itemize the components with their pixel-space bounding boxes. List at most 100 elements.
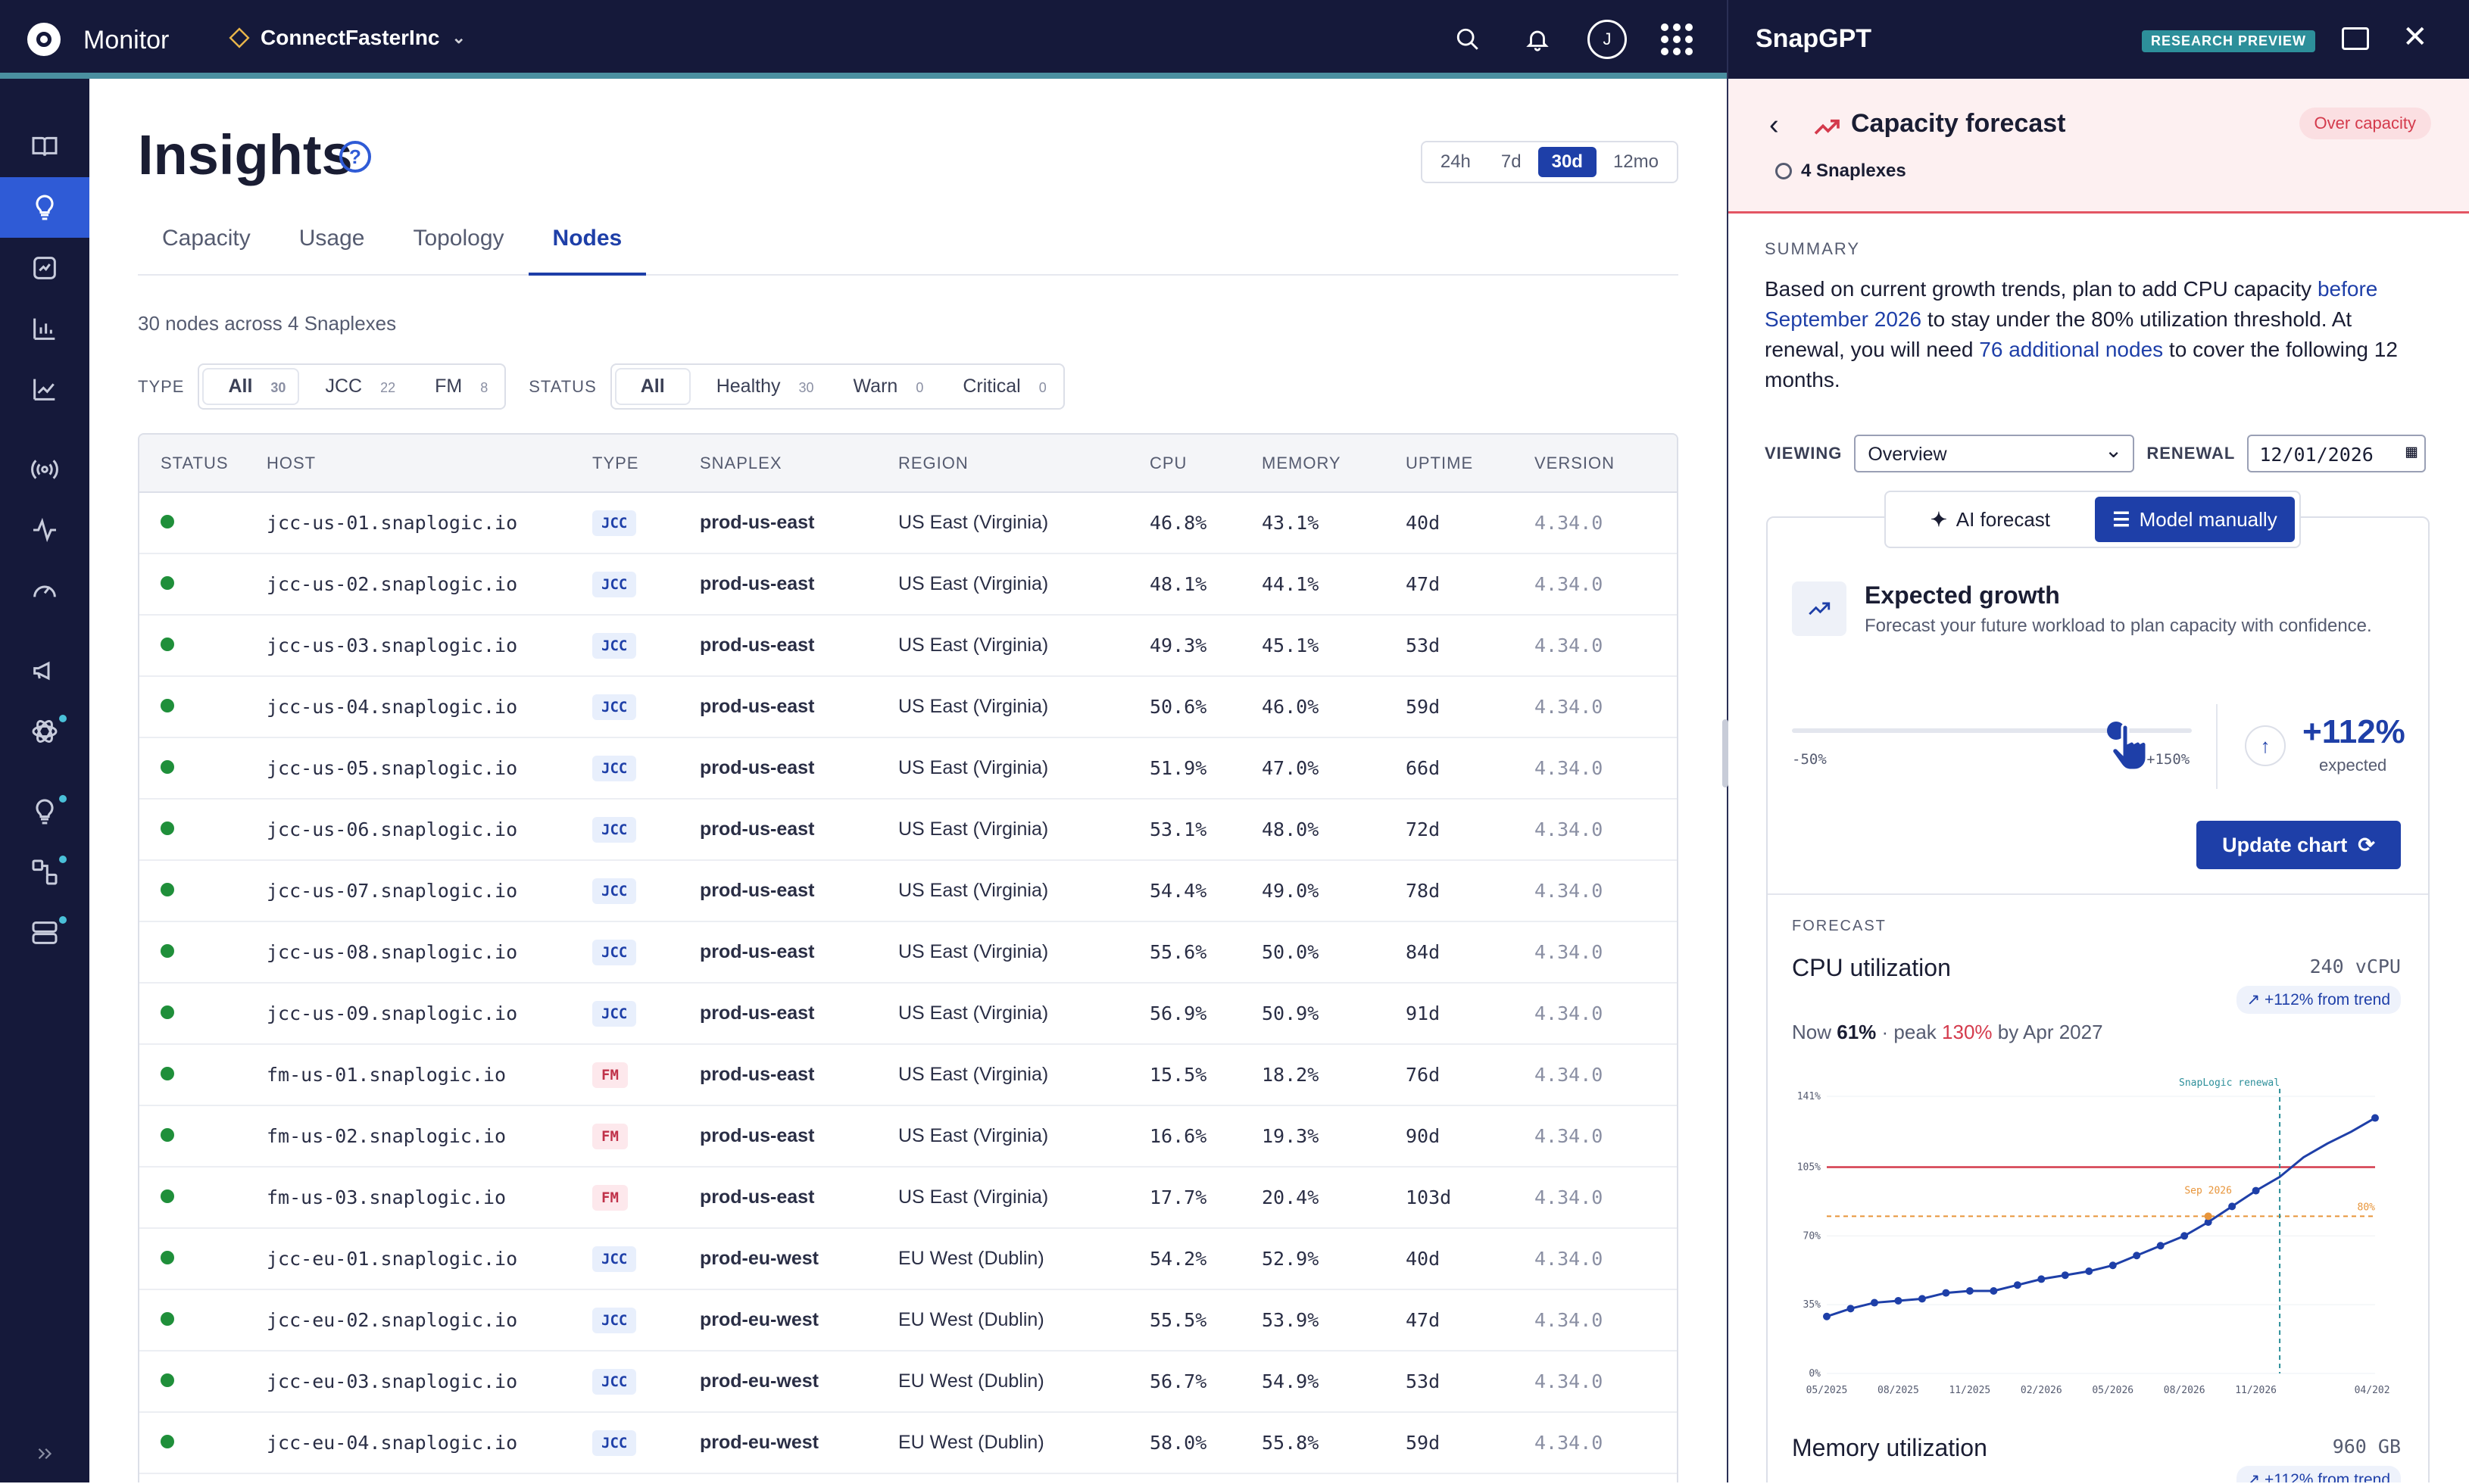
region-cell: EU West (Dublin) <box>898 1228 1150 1290</box>
activity-icon[interactable] <box>0 500 89 560</box>
column-header-cpu[interactable]: CPU <box>1150 435 1262 493</box>
panel-title: SnapGPT <box>1756 24 1872 53</box>
book-icon[interactable] <box>0 117 89 177</box>
megaphone-icon[interactable] <box>0 641 89 701</box>
type-filter-all[interactable]: All 30 <box>204 369 298 404</box>
uptime-cell: 59d <box>1406 676 1534 738</box>
column-header-snaplex[interactable]: SNAPLEX <box>700 435 898 493</box>
memory-cell: 55.8% <box>1262 1412 1406 1474</box>
summary-highlight-nodes[interactable]: 76 additional nodes <box>1979 338 2164 361</box>
status-filter-healthy[interactable]: Healthy 30 <box>716 376 814 397</box>
broadcast-icon[interactable] <box>0 439 89 500</box>
back-icon[interactable]: ‹ <box>1769 109 1779 141</box>
table-row[interactable]: jcc-us-05.snaplogic.io JCC prod-us-east US … <box>139 737 1677 800</box>
table-row[interactable]: jcc-us-07.snaplogic.io JCC prod-us-east US … <box>139 860 1677 922</box>
region-cell: US East (Virginia) <box>898 1167 1150 1229</box>
column-header-type[interactable]: TYPE <box>592 435 700 493</box>
table-row[interactable]: jcc-eu-02.snaplogic.io JCC prod-eu-west EU … <box>139 1289 1677 1352</box>
bar-chart-icon[interactable] <box>0 298 89 359</box>
column-header-host[interactable]: HOST <box>267 435 592 493</box>
table-row[interactable]: jcc-us-01.snaplogic.io JCC prod-us-east US … <box>139 492 1677 554</box>
type-filter-jcc[interactable]: JCC 22 <box>325 376 396 397</box>
range-12mo[interactable]: 12mo <box>1612 151 1659 172</box>
data-point <box>2204 1218 2212 1227</box>
avatar[interactable]: J <box>1587 20 1627 59</box>
type-badge: JCC <box>592 816 637 843</box>
x-tick-label: 08/2026 <box>2164 1385 2205 1396</box>
app-grid-icon[interactable] <box>1657 20 1696 59</box>
snaplex-cell: prod-us-east <box>700 492 898 554</box>
org-switcher[interactable]: ConnectFasterInc ⌄ <box>229 26 466 50</box>
search-icon[interactable] <box>1448 20 1487 59</box>
column-header-memory[interactable]: MEMORY <box>1262 435 1406 493</box>
table-row[interactable]: jcc-eu-03.snaplogic.io JCC prod-eu-west EU … <box>139 1351 1677 1413</box>
close-icon[interactable]: ✕ <box>2402 20 2428 54</box>
table-row[interactable]: fm-us-02.snaplogic.io FM prod-us-east US Ea… <box>139 1105 1677 1168</box>
table-row[interactable]: jcc-eu-04.snaplogic.io JCC prod-eu-west EU … <box>139 1412 1677 1474</box>
tab-capacity[interactable]: Capacity <box>162 226 251 251</box>
type-filter-fm[interactable]: FM 8 <box>435 376 488 397</box>
ai-forecast-button[interactable]: ✦ AI forecast <box>1930 507 2051 531</box>
status-filter-warn[interactable]: Warn 0 <box>853 376 924 397</box>
table-row[interactable]: jcc-eu-01.snaplogic.io JCC prod-eu-west EU … <box>139 1228 1677 1290</box>
memory-cell: 45.1% <box>1262 615 1406 677</box>
table-row[interactable]: jcc-us-06.snaplogic.io JCC prod-us-east US … <box>139 799 1677 861</box>
range-30d[interactable]: 30d <box>1537 147 1597 177</box>
column-header-version[interactable]: VERSION <box>1534 435 1677 493</box>
table-row[interactable]: fm-us-03.snaplogic.io FM prod-us-east US Ea… <box>139 1167 1677 1229</box>
tab-usage[interactable]: Usage <box>298 226 365 251</box>
range-24h[interactable]: 24h <box>1440 151 1471 172</box>
help-icon[interactable]: ? <box>339 141 371 173</box>
cpu-cell: 50.6% <box>1150 676 1262 738</box>
column-header-status[interactable]: STATUS <box>139 435 267 493</box>
cpu-capacity: 240 vCPU <box>2309 956 2401 977</box>
version-cell: 4.34.0 <box>1534 737 1677 800</box>
table-row[interactable]: jcc-us-02.snaplogic.io JCC prod-us-east US … <box>139 553 1677 616</box>
atom-icon[interactable] <box>0 701 89 762</box>
status-filter-critical[interactable]: Critical 0 <box>963 376 1047 397</box>
lightbulb-icon[interactable] <box>0 177 89 238</box>
region-cell: US East (Virginia) <box>898 1044 1150 1106</box>
table-row[interactable]: jcc-us-03.snaplogic.io JCC prod-us-east US … <box>139 615 1677 677</box>
resize-handle[interactable] <box>1722 719 1728 787</box>
host-cell: jcc-us-05.snaplogic.io <box>267 737 592 800</box>
bell-icon[interactable] <box>1518 20 1557 59</box>
column-header-uptime[interactable]: UPTIME <box>1406 435 1534 493</box>
healthy-status-dot <box>161 1435 174 1448</box>
summary-label: SUMMARY <box>1765 239 1861 258</box>
summary-highlight-date[interactable]: before September 2026 <box>1765 277 2378 331</box>
healthy-status-dot <box>161 1189 174 1203</box>
viewing-select[interactable]: Overview <box>1854 435 2135 472</box>
host-cell: jcc-us-09.snaplogic.io <box>267 983 592 1045</box>
insights-bulb-icon[interactable] <box>0 781 89 842</box>
model-manually-button[interactable]: ☰ Model manually <box>2095 497 2295 542</box>
column-header-region[interactable]: REGION <box>898 435 1150 493</box>
type-badge: JCC <box>592 694 637 720</box>
type-badge: JCC <box>592 755 637 781</box>
time-range-selector: 24h 7d 30d 12mo <box>1420 141 1678 183</box>
status-filter-all[interactable]: All <box>616 369 689 404</box>
gauge-icon[interactable] <box>0 560 89 621</box>
x-tick-label: 05/2026 <box>2092 1385 2133 1396</box>
table-row[interactable]: jcc-us-04.snaplogic.io JCC prod-us-east US … <box>139 676 1677 738</box>
renewal-date-input[interactable]: 12/01/2026 ▦ <box>2247 435 2427 472</box>
dashboard-icon[interactable] <box>0 238 89 298</box>
table-row[interactable]: fm-us-01.snaplogic.io FM prod-us-east US Ea… <box>139 1044 1677 1106</box>
line-chart-icon[interactable] <box>0 359 89 419</box>
tab-topology[interactable]: Topology <box>413 226 504 251</box>
memory-cell: 50.9% <box>1262 983 1406 1045</box>
range-7d[interactable]: 7d <box>1500 151 1522 172</box>
table-row[interactable]: jcc-us-08.snaplogic.io JCC prod-us-east US … <box>139 921 1677 984</box>
popout-icon[interactable] <box>2342 27 2369 50</box>
pipeline-icon[interactable] <box>0 842 89 903</box>
app-logo[interactable] <box>27 23 61 56</box>
cpu-cell: 54.2% <box>1150 1228 1262 1290</box>
update-chart-button[interactable]: Update chart ⟳ <box>2196 821 2401 869</box>
calendar-icon[interactable]: ▦ <box>2405 441 2417 462</box>
expand-nav-icon[interactable] <box>0 1423 89 1484</box>
host-cell: fm-us-02.snaplogic.io <box>267 1105 592 1168</box>
snaplex-scope[interactable]: 4 Snaplexes <box>1775 161 1906 182</box>
table-row[interactable]: jcc-us-09.snaplogic.io JCC prod-us-east US … <box>139 983 1677 1045</box>
server-icon[interactable] <box>0 903 89 963</box>
tab-nodes[interactable]: Nodes <box>528 214 647 276</box>
